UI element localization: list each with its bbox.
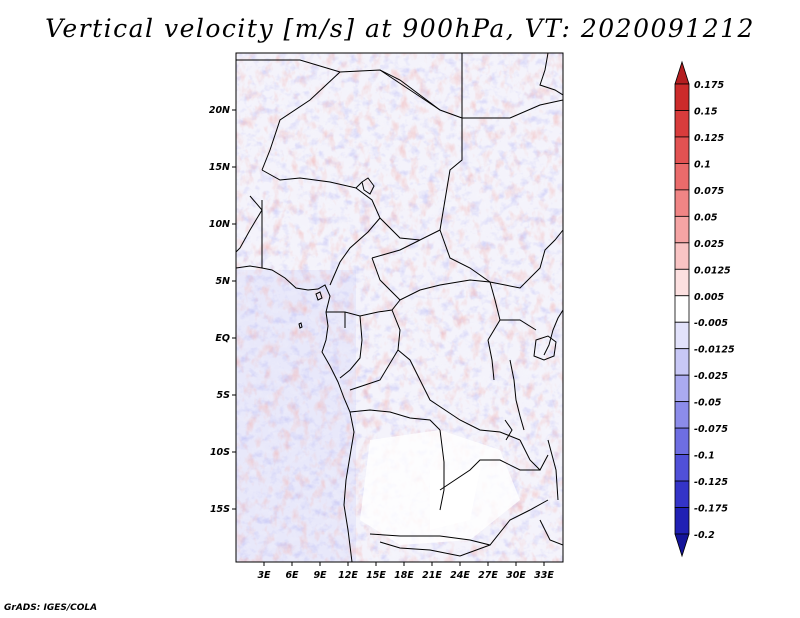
map-title: Vertical velocity [m/s] at 900hPa, VT: 2… [45, 14, 755, 43]
colorbar-label: 0.025 [694, 239, 724, 250]
colorbar-label: -0.075 [694, 424, 728, 435]
colorbar-label: -0.125 [694, 477, 728, 488]
lat-tick-label: 5N [215, 276, 230, 287]
lon-tick-label: 30E [506, 570, 526, 581]
lat-tick-label: 15S [210, 504, 230, 515]
colorbar-segment [674, 321, 690, 350]
colorbar-label: -0.1 [694, 451, 715, 462]
colorbar-min-triangle [674, 533, 690, 558]
vertical-velocity-field [236, 53, 563, 562]
lat-axis: 20N 15N 10N 5N EQ 5S 10S 15S [209, 105, 236, 515]
plot-frame [235, 52, 564, 563]
colorbar-label: -0.2 [694, 530, 715, 541]
colorbar-label: 0.0125 [694, 265, 731, 276]
colorbar-segment [674, 374, 690, 403]
lon-tick-label: 6E [285, 570, 299, 581]
colorbar-segment [674, 110, 690, 138]
lon-tick-label: 21E [422, 570, 442, 581]
colorbar-segment [674, 83, 690, 111]
colorbar: 0.175 0.15 0.125 0.1 0.075 0.05 0.025 0.0125 0.0… [674, 60, 735, 558]
colorbar-segment [674, 507, 690, 535]
coastlines-and-borders [236, 53, 563, 562]
colorbar-label: -0.175 [694, 504, 728, 515]
lat-tick-label: 20N [209, 105, 230, 116]
colorbar-segment [674, 454, 690, 482]
colorbar-segment [674, 242, 690, 270]
colorbar-max-triangle [674, 60, 690, 85]
colorbar-label: -0.05 [694, 398, 722, 409]
lon-tick-label: 12E [338, 570, 358, 581]
colorbar-label: 0.1 [694, 159, 711, 170]
lon-tick-label: 15E [366, 570, 386, 581]
colorbar-label: 0.125 [694, 133, 724, 144]
lon-tick-label: 18E [394, 570, 414, 581]
colorbar-segment [674, 215, 690, 244]
colorbar-label: 0.05 [694, 212, 718, 223]
lat-tick-label: 10N [209, 219, 230, 230]
grads-credit: GrADS: IGES/COLA [4, 603, 98, 613]
lon-tick-label: 24E [450, 570, 470, 581]
lon-tick-label: 9E [313, 570, 327, 581]
colorbar-segment [674, 427, 690, 455]
colorbar-segment [674, 268, 690, 297]
colorbar-segment [674, 295, 690, 323]
colorbar-label: 0.075 [694, 186, 724, 197]
lon-tick-label: 3E [257, 570, 271, 581]
colorbar-label: 0.175 [694, 80, 724, 91]
lat-tick-label: 5S [217, 390, 231, 401]
lon-tick-label: 27E [478, 570, 498, 581]
lon-tick-label: 33E [534, 570, 554, 581]
lat-tick-label: 10S [210, 447, 230, 458]
lon-axis: 3E 6E 9E 12E 15E 18E 21E 24E 27E 30E 33E [257, 562, 554, 581]
colorbar-segment [674, 480, 690, 508]
lat-tick-label: 15N [209, 162, 230, 173]
colorbar-segment [674, 401, 690, 429]
colorbar-label: 0.15 [694, 106, 718, 117]
colorbar-label: 0.005 [694, 292, 724, 303]
colorbar-segment [674, 348, 690, 376]
lat-tick-label: EQ [215, 333, 230, 344]
colorbar-segment [674, 189, 690, 217]
colorbar-label: -0.025 [694, 371, 728, 382]
colorbar-segment [674, 163, 690, 191]
colorbar-label: -0.005 [694, 318, 728, 329]
colorbar-label: -0.0125 [694, 345, 735, 356]
colorbar-segment [674, 136, 690, 164]
